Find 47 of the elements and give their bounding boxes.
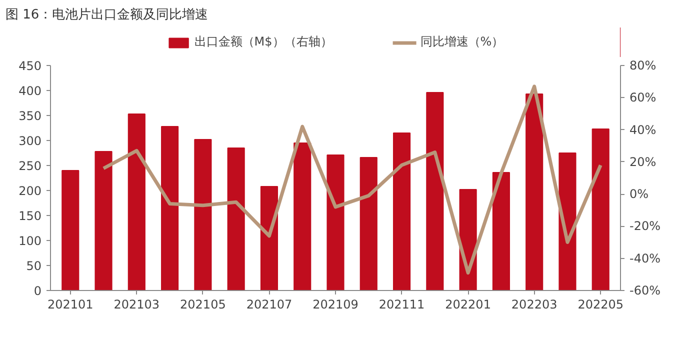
chart-title: 图 16：电池片出口金额及同比增速 [6,8,208,22]
bar [194,139,212,290]
bar [360,157,378,290]
line-series [102,84,602,275]
bar [260,186,278,290]
x-tick-label: 202111 [378,298,425,312]
y2-tick-label: -60% [630,284,661,298]
bar [294,142,312,290]
bar [392,132,411,290]
bar [426,92,444,290]
bar [526,94,544,290]
y2-tick-label: 0% [630,187,649,202]
bar [492,172,510,290]
bar [128,114,146,290]
bar [326,154,344,290]
y-tick-label: 0 [34,284,42,298]
x-tick-label: 202201 [445,298,491,312]
x-tick-label: 202107 [246,298,292,312]
legend-label: 同比增速（%） [420,34,504,50]
y-tick-label: 300 [18,134,42,148]
y-tick-label: 150 [18,209,42,223]
y-tick-label: 50 [26,259,42,273]
x-tick-label: 202205 [578,298,624,312]
y-tick-label: 200 [18,184,42,198]
legend-label: 出口金额（M$）（右轴） [194,34,332,50]
bar [161,126,179,290]
bar [558,152,576,290]
bar [94,151,112,290]
bar [227,148,245,290]
y2-tick-label: 40% [630,122,656,137]
x-tick-label: 202105 [180,298,226,312]
y2-tick-label: -40% [630,251,661,266]
y-tick-label: 250 [18,159,42,173]
y-tick-label: 450 [18,59,42,73]
y2-tick-label: -20% [630,219,661,234]
y2-tick-label: 20% [630,154,656,169]
y-tick-label: 350 [18,109,42,123]
x-tick-label: 202203 [511,298,558,312]
bar [62,170,80,290]
y2-tick-label: 60% [630,90,656,105]
y2-tick-label: 80% [630,58,656,72]
bar [592,128,610,290]
y-tick-label: 100 [18,234,42,248]
x-tick-label: 202103 [114,298,160,312]
y-tick-label: 400 [18,84,42,98]
x-tick-label: 202101 [47,298,94,312]
x-tick-label: 202109 [312,298,358,312]
